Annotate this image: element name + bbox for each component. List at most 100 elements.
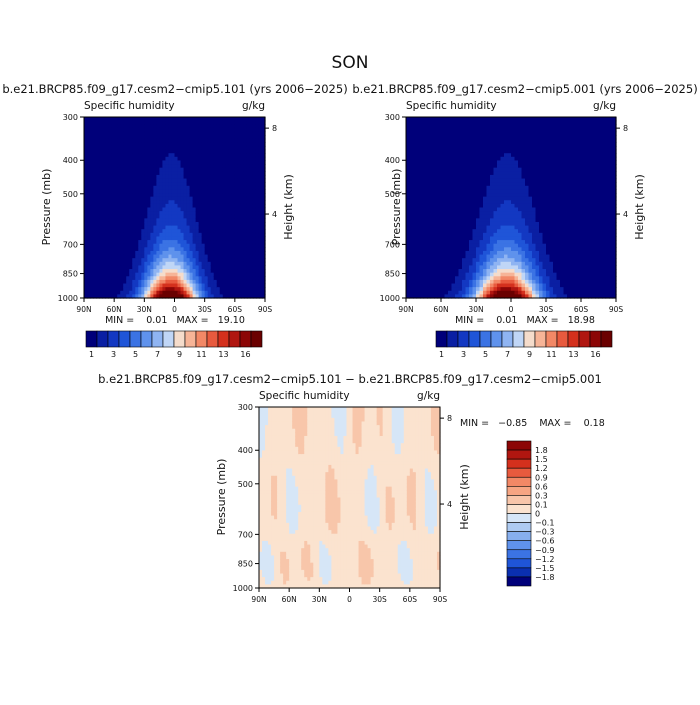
field-cell	[466, 142, 470, 146]
field-cell	[420, 157, 424, 161]
field-cell	[469, 153, 473, 157]
field-cell	[462, 258, 466, 262]
field-cell	[525, 121, 529, 125]
page-title: SON	[332, 53, 369, 73]
field-cell	[424, 182, 428, 186]
field-cell	[539, 186, 543, 190]
field-cell	[438, 204, 442, 208]
field-cell	[445, 142, 449, 146]
field-cell	[525, 255, 529, 259]
field-cell	[473, 117, 477, 121]
field-cell	[473, 189, 477, 193]
field-cell	[508, 215, 512, 219]
field-cell	[438, 244, 442, 248]
field-cell	[469, 211, 473, 215]
field-cell	[518, 164, 522, 168]
field-cell	[501, 222, 505, 226]
field-cell	[522, 265, 526, 269]
field-cell	[511, 128, 515, 132]
field-cell	[483, 193, 487, 197]
field-cell	[466, 251, 470, 255]
field-cell	[469, 157, 473, 161]
field-cell	[501, 273, 505, 277]
field-cell	[459, 135, 463, 139]
field-cell	[462, 247, 466, 251]
field-cell	[473, 200, 477, 204]
field-cell	[511, 121, 515, 125]
field-cell	[473, 124, 477, 128]
field-cell	[445, 226, 449, 230]
field-cell	[462, 244, 466, 248]
field-cell	[466, 124, 470, 128]
field-cell	[466, 128, 470, 132]
field-cell	[480, 284, 484, 288]
field-cell	[445, 251, 449, 255]
field-cell	[511, 200, 515, 204]
field-cell	[424, 189, 428, 193]
field-cell	[410, 131, 414, 135]
field-cell	[476, 287, 480, 291]
field-cell	[438, 153, 442, 157]
field-cell	[417, 269, 421, 273]
field-cell	[480, 244, 484, 248]
field-cell	[410, 197, 414, 201]
field-cell	[497, 229, 501, 233]
field-cell	[413, 280, 417, 284]
field-cell	[420, 280, 424, 284]
field-cell	[529, 150, 533, 154]
field-cell	[518, 186, 522, 190]
field-cell	[522, 128, 526, 132]
field-cell	[522, 287, 526, 291]
field-cell	[487, 186, 491, 190]
field-cell	[511, 150, 515, 154]
field-cell	[511, 179, 515, 183]
field-cell	[473, 211, 477, 215]
field-cell	[494, 189, 498, 193]
field-cell	[476, 262, 480, 266]
field-cell	[424, 258, 428, 262]
field-cell	[518, 200, 522, 204]
field-cell	[452, 269, 456, 273]
field-cell	[490, 117, 494, 121]
field-cell	[480, 218, 484, 222]
field-cell	[504, 186, 508, 190]
field-cell	[448, 193, 452, 197]
field-cell	[441, 226, 445, 230]
field-cell	[434, 193, 438, 197]
field-cell	[441, 284, 445, 288]
y-tick-label: 300	[63, 113, 78, 122]
field-cell	[515, 258, 519, 262]
field-cell	[532, 193, 536, 197]
field-cell	[476, 265, 480, 269]
field-cell	[539, 128, 543, 132]
field-cell	[448, 171, 452, 175]
field-cell	[522, 251, 526, 255]
field-cell	[438, 229, 442, 233]
field-cell	[417, 208, 421, 212]
field-cell	[525, 229, 529, 233]
field-cell	[441, 182, 445, 186]
field-cell	[515, 269, 519, 273]
field-cell	[420, 131, 424, 135]
field-cell	[501, 121, 505, 125]
field-cell	[469, 142, 473, 146]
field-cell	[462, 265, 466, 269]
field-cell	[473, 164, 477, 168]
field-cell	[459, 211, 463, 215]
field-cell	[504, 124, 508, 128]
field-cell	[518, 208, 522, 212]
field-cell	[448, 160, 452, 164]
field-cell	[417, 244, 421, 248]
field-cell	[511, 142, 515, 146]
field-cell	[431, 146, 435, 150]
field-cell	[469, 208, 473, 212]
field-cell	[532, 280, 536, 284]
field-cell	[490, 247, 494, 251]
field-cell	[476, 251, 480, 255]
field-cell	[539, 160, 543, 164]
field-cell	[480, 204, 484, 208]
field-cell	[424, 186, 428, 190]
field-cell	[413, 179, 417, 183]
field-cell	[438, 251, 442, 255]
field-cell	[518, 255, 522, 259]
